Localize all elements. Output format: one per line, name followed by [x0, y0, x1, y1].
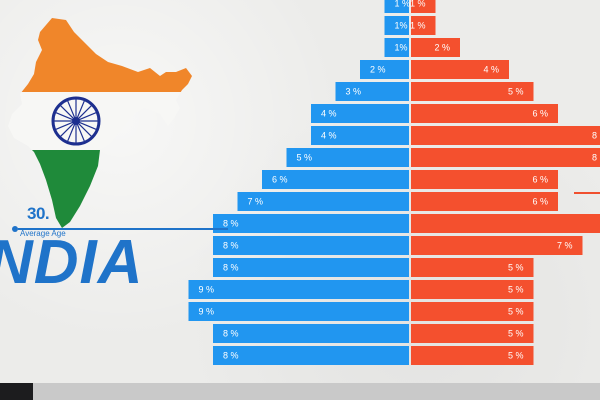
female-bar-label: 8: [592, 153, 597, 163]
male-bar: [188, 280, 409, 299]
male-bar: [335, 82, 409, 101]
female-bar-label: 7 %: [557, 241, 573, 251]
male-bar-label: 5 %: [297, 153, 313, 163]
male-bar-label: 3 %: [346, 87, 362, 97]
female-bar: [411, 60, 509, 79]
female-bar: [411, 16, 436, 35]
male-bar: [384, 0, 409, 13]
female-bar-label: 1 %: [410, 21, 426, 31]
country-name: NDIA: [0, 228, 144, 297]
male-bar: [311, 104, 409, 123]
male-bar-label: 1%: [395, 43, 408, 53]
male-bar: [262, 170, 409, 189]
female-bar: [411, 258, 534, 277]
female-bar-label: 6 %: [532, 197, 548, 207]
female-bar: [411, 236, 583, 255]
female-bar-label: 5 %: [508, 329, 524, 339]
male-bar-label: 8 %: [223, 329, 239, 339]
female-bar: [411, 104, 558, 123]
female-bar: [411, 192, 558, 211]
male-bar: [360, 60, 409, 79]
male-bar: [213, 346, 409, 365]
male-bar-label: 1 %: [395, 0, 411, 9]
male-bar: [213, 214, 409, 233]
average-age-line: [18, 228, 228, 230]
average-age-value: 30.: [27, 204, 50, 223]
male-bar-label: 2 %: [370, 65, 386, 75]
female-bar-label: 5 %: [508, 351, 524, 361]
female-bar-label: 2 %: [434, 43, 450, 53]
female-bar-label: 1 %: [410, 0, 426, 9]
female-bar: [411, 324, 534, 343]
female-bar: [411, 148, 600, 167]
female-bar: [411, 280, 534, 299]
male-bar-label: 9 %: [199, 285, 215, 295]
male-bar: [286, 148, 409, 167]
male-bar-label: 8 %: [223, 263, 239, 273]
female-bar-label: 5 %: [508, 263, 524, 273]
female-bar: [411, 302, 534, 321]
female-bar: [411, 214, 600, 233]
average-age-label: Average Age: [20, 229, 66, 238]
male-bar: [188, 302, 409, 321]
female-marker-line: [574, 192, 600, 194]
average-age-marker: [12, 226, 18, 232]
female-bar: [411, 346, 534, 365]
male-bar-label: 4 %: [321, 131, 337, 141]
female-bar-label: 8: [592, 131, 597, 141]
male-bar: [384, 38, 409, 57]
male-bar-label: 9 %: [199, 307, 215, 317]
ashoka-chakra-icon: [51, 96, 101, 146]
male-bar-label: 8 %: [223, 241, 239, 251]
male-bar-label: 8 %: [223, 351, 239, 361]
india-flag-map-icon: [8, 18, 192, 228]
female-bar-label: 6 %: [532, 175, 548, 185]
female-bar: [411, 170, 558, 189]
female-bar-label: 5 %: [508, 307, 524, 317]
female-bar-label: 5 %: [508, 87, 524, 97]
female-bar: [411, 126, 600, 145]
male-bar-label: 6 %: [272, 175, 288, 185]
bottom-bar-block: [0, 383, 33, 400]
female-bar: [411, 0, 436, 13]
male-bar: [213, 324, 409, 343]
male-bar: [311, 126, 409, 145]
female-bar: [411, 82, 534, 101]
male-bar: [384, 16, 409, 35]
male-bar: [213, 258, 409, 277]
female-bar-label: 5 %: [508, 285, 524, 295]
female-bar: [411, 38, 460, 57]
male-bar: [237, 192, 409, 211]
male-bar-label: 4 %: [321, 109, 337, 119]
male-bar-label: 1%: [395, 21, 408, 31]
bottom-bar: [0, 383, 600, 400]
female-bar-label: 6 %: [532, 109, 548, 119]
male-bar: [213, 236, 409, 255]
female-bar-label: 4 %: [483, 65, 499, 75]
male-bar-label: 8 %: [223, 219, 239, 229]
male-bar-label: 7 %: [248, 197, 264, 207]
